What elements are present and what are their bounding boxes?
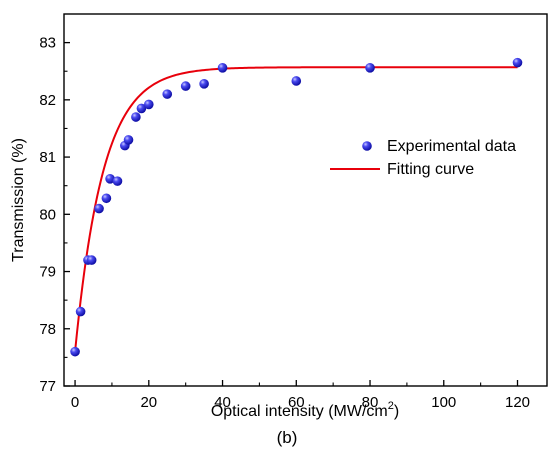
data-point — [365, 62, 375, 73]
data-point — [105, 174, 115, 184]
experimental-data-points — [70, 57, 523, 357]
x-tick-label: 120 — [505, 394, 530, 411]
y-axis-title: Transmission (%) — [10, 138, 27, 262]
y-tick-label: 77 — [39, 378, 56, 395]
data-point — [217, 62, 228, 73]
data-point — [136, 103, 147, 114]
fitting-curve — [74, 66, 518, 352]
data-point — [199, 79, 209, 89]
y-tick-label: 79 — [39, 264, 56, 281]
legend: Experimental data Fitting curve — [330, 138, 516, 178]
legend-label-experimental: Experimental data — [387, 138, 516, 155]
data-point — [162, 89, 173, 99]
y-tick-label: 83 — [39, 35, 56, 52]
data-point — [112, 176, 123, 186]
x-tick-label: 0 — [71, 394, 79, 411]
data-point — [131, 112, 141, 122]
x-tick-label: 80 — [362, 394, 379, 411]
data-point — [144, 99, 154, 110]
panel-label: (b) — [277, 428, 298, 447]
data-point — [291, 76, 302, 86]
x-tick-label: 100 — [431, 394, 456, 411]
y-tick-label: 80 — [39, 206, 56, 223]
data-point — [180, 81, 191, 91]
plot-frame — [63, 13, 548, 387]
x-tick-label: 40 — [214, 394, 231, 411]
data-point — [94, 203, 104, 214]
x-axis-ticks: 0 20 40 60 80 100 120 — [71, 380, 530, 411]
data-point — [123, 135, 134, 145]
data-point — [86, 255, 97, 265]
legend-marker-experimental — [362, 141, 372, 151]
x-tick-label: 60 — [288, 394, 305, 411]
x-axis-title: Optical intensity (MW/cm2) — [211, 400, 399, 420]
data-point — [101, 193, 112, 204]
data-point — [512, 57, 523, 68]
y-tick-label: 82 — [39, 92, 56, 109]
y-axis-ticks: 77 78 79 80 81 82 83 — [39, 35, 70, 395]
x-tick-label: 20 — [140, 394, 157, 411]
y-tick-label: 81 — [39, 149, 56, 166]
y-tick-label: 78 — [39, 321, 56, 338]
data-point — [70, 346, 80, 357]
data-point — [75, 306, 86, 317]
legend-label-fitting: Fitting curve — [387, 161, 474, 178]
